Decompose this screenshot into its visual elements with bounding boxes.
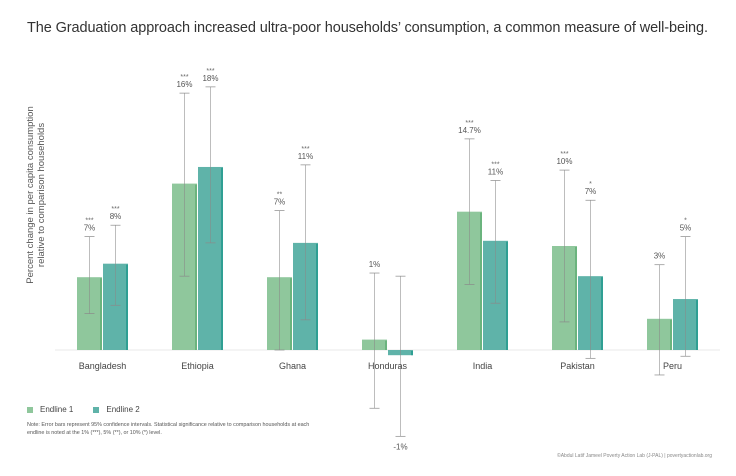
x-tick-label: Honduras <box>368 361 408 371</box>
x-tick-label: Bangladesh <box>79 361 127 371</box>
data-label: -1% <box>393 442 407 451</box>
legend: Endline 1 Endline 2 <box>27 405 140 414</box>
bar-edge <box>385 340 387 350</box>
significance-label: *** <box>465 120 473 127</box>
footnote: Note: Error bars represent 95% confidenc… <box>27 422 310 436</box>
x-tick-label: India <box>473 361 493 371</box>
significance-label: * <box>589 181 592 188</box>
significance-label: *** <box>85 218 93 225</box>
bar-edge <box>601 277 603 350</box>
bar-edge <box>506 241 508 350</box>
legend-swatch-endline-2 <box>93 406 100 413</box>
bar-edge <box>480 212 482 350</box>
bar-edge <box>670 319 672 350</box>
x-tick-label: Ethiopia <box>181 361 214 371</box>
bar-edge <box>221 167 223 350</box>
x-tick-label: Peru <box>663 361 682 371</box>
credit-line: ©Abdul Latif Jameel Poverty Action Lab (… <box>557 453 712 459</box>
data-label: 7% <box>585 187 597 196</box>
x-tick-label: Pakistan <box>560 361 595 371</box>
data-label: 5% <box>680 224 692 233</box>
bar-edge <box>696 300 698 350</box>
data-label: 1% <box>369 260 381 269</box>
data-label: 10% <box>556 157 572 166</box>
x-tick-label: Ghana <box>279 361 306 371</box>
chart-title: The Graduation approach increased ultra-… <box>27 20 708 36</box>
bar-edge <box>575 247 577 350</box>
significance-label: *** <box>491 161 499 168</box>
data-label: 3% <box>654 252 666 261</box>
significance-label: * <box>684 218 687 225</box>
data-label: 18% <box>202 74 218 83</box>
data-label: 7% <box>84 224 96 233</box>
data-label: 11% <box>298 152 313 161</box>
significance-label: *** <box>301 146 309 153</box>
y-axis-label-line: relative to comparison households <box>36 123 47 267</box>
data-label: 7% <box>274 198 286 207</box>
data-label: 14.7% <box>458 126 481 135</box>
bar-edge <box>100 278 102 350</box>
bar-edge <box>126 264 128 350</box>
data-label: 11% <box>488 167 503 176</box>
data-label: 16% <box>176 80 192 89</box>
bar-edge <box>316 243 318 350</box>
significance-label: ** <box>277 192 283 199</box>
significance-label: *** <box>180 74 188 81</box>
significance-label: *** <box>111 206 119 213</box>
legend-swatch-endline-1 <box>27 406 33 413</box>
y-axis-label-line: Percent change in per capita consumption <box>25 106 36 283</box>
legend-item-endline-1: Endline 1 <box>27 405 73 414</box>
legend-label: Endline 2 <box>106 405 140 414</box>
bar-edge <box>195 184 197 350</box>
legend-item-endline-2: Endline 2 <box>93 405 140 414</box>
significance-label: *** <box>560 151 568 158</box>
bar-edge <box>290 278 292 350</box>
significance-label: *** <box>206 68 214 75</box>
y-axis-label: Percent change in per capita consumption… <box>25 106 47 283</box>
bar-edge <box>411 351 413 356</box>
legend-label: Endline 1 <box>40 405 74 414</box>
data-label: 8% <box>110 212 122 221</box>
